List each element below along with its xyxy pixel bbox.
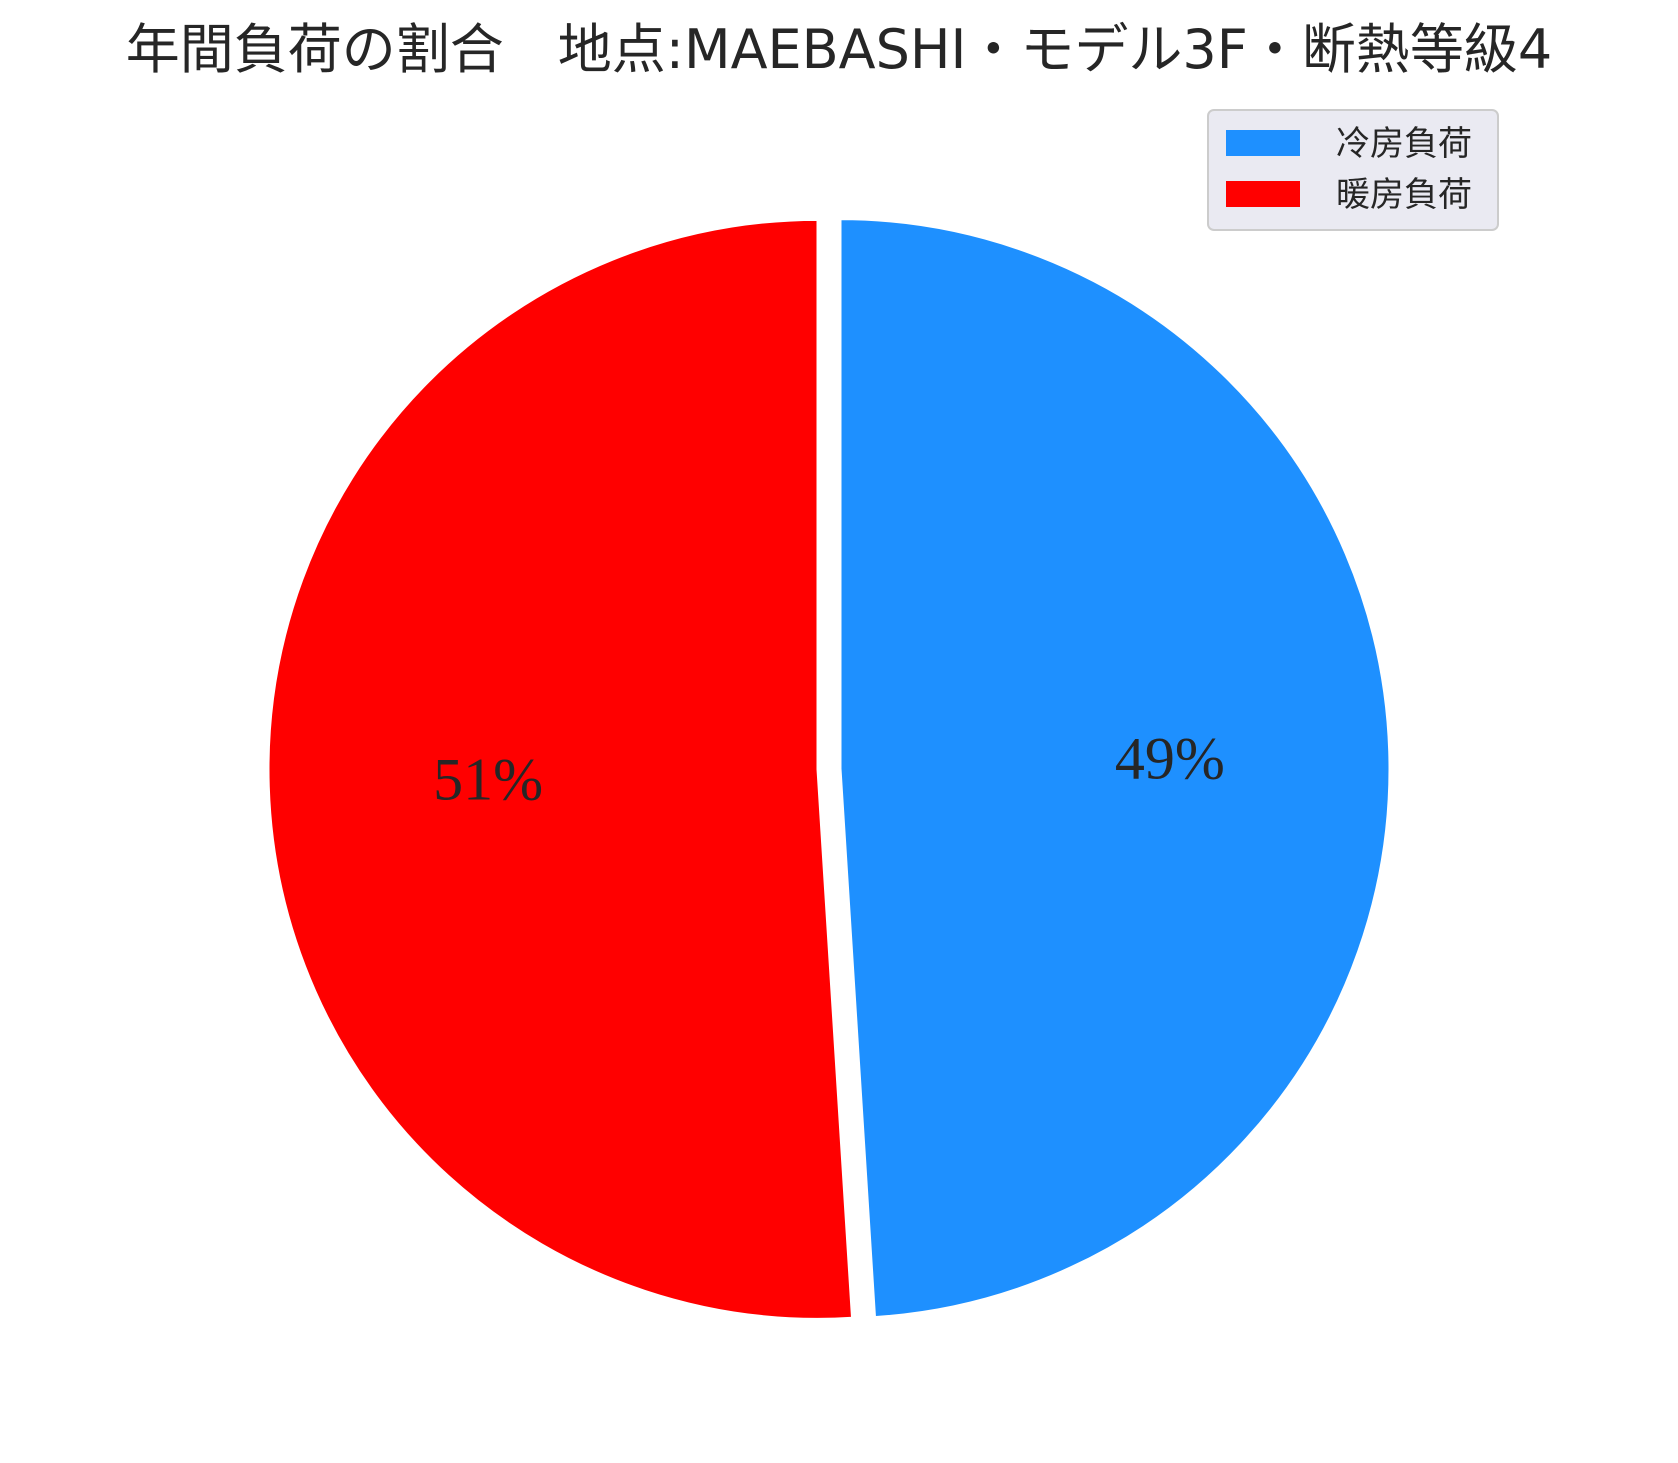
chart-title: 年間負荷の割合 地点:MAEBASHI・モデル3F・断熱等級4: [126, 18, 1552, 81]
legend-swatch-cooling: [1226, 130, 1300, 156]
legend-label-cooling: 冷房負荷: [1336, 124, 1472, 164]
legend: 冷房負荷 暖房負荷: [1207, 109, 1499, 231]
pie-slice-labels: 49% 51%: [433, 725, 1225, 812]
pie-label-heating: 51%: [433, 747, 543, 813]
pie-slices: [266, 217, 1392, 1321]
pie-label-cooling: 49%: [1115, 725, 1225, 791]
pie-slice-cooling: [838, 217, 1392, 1320]
pie-slice-heating: [266, 217, 855, 1321]
legend-label-heating: 暖房負荷: [1336, 175, 1472, 215]
legend-swatch-heating: [1226, 181, 1300, 207]
